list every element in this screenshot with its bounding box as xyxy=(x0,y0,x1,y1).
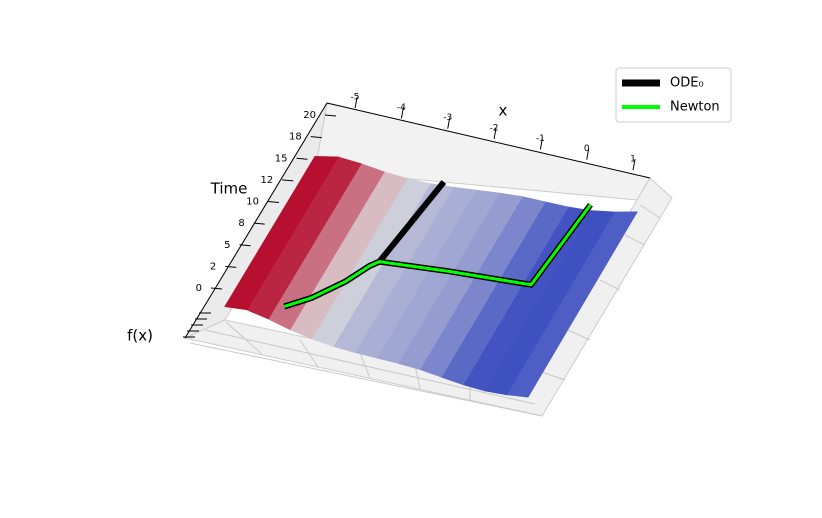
y-tick-label: 8 xyxy=(238,218,244,229)
y-tick-label: 0 xyxy=(196,283,202,294)
y-tick-label: 5 xyxy=(224,240,230,251)
x-tick-label: -4 xyxy=(397,103,406,113)
x-tick xyxy=(354,96,358,109)
x-axis-line xyxy=(326,102,651,179)
x-tick-label: -3 xyxy=(443,113,452,123)
path-line xyxy=(283,203,592,308)
y-axis-label: Time xyxy=(210,180,248,198)
y-axis-line xyxy=(212,102,328,293)
y-tick xyxy=(253,222,265,225)
x-axis-label: x xyxy=(499,102,508,120)
legend-label: ODE₀ xyxy=(670,76,704,91)
x-tick-label: 1 xyxy=(630,155,636,165)
paths xyxy=(283,180,593,310)
y-tick xyxy=(239,244,251,247)
y-tick xyxy=(324,114,337,117)
y-tick-label: 20 xyxy=(303,110,316,121)
legend-label: Newton xyxy=(670,100,720,115)
y-tick-label: 10 xyxy=(246,197,259,208)
x-tick-label: -1 xyxy=(536,134,545,144)
x-tick xyxy=(447,117,451,129)
z-axis-label: f(x) xyxy=(127,327,153,345)
x-tick-label: 0 xyxy=(584,144,590,154)
y-tick xyxy=(225,265,237,268)
x-tick xyxy=(493,127,497,140)
surface-strip xyxy=(224,155,339,311)
y-tick-label: 15 xyxy=(275,153,288,164)
x-tick xyxy=(586,148,590,160)
x-tick xyxy=(539,138,543,150)
y-tick xyxy=(282,179,294,182)
z-axis-ticks xyxy=(183,291,214,339)
x-tick xyxy=(400,107,404,119)
x-tick xyxy=(632,158,636,171)
y-tick-label: 12 xyxy=(261,175,274,186)
y-tick xyxy=(267,201,280,203)
y-tick-label: 18 xyxy=(289,132,302,143)
y-tick xyxy=(210,287,223,290)
y-tick xyxy=(310,136,322,139)
y-tick xyxy=(296,157,308,160)
x-tick-label: -5 xyxy=(351,93,360,103)
y-tick-label: 2 xyxy=(210,261,216,272)
floor-grid xyxy=(189,204,661,417)
x-tick-label: -2 xyxy=(490,124,499,134)
